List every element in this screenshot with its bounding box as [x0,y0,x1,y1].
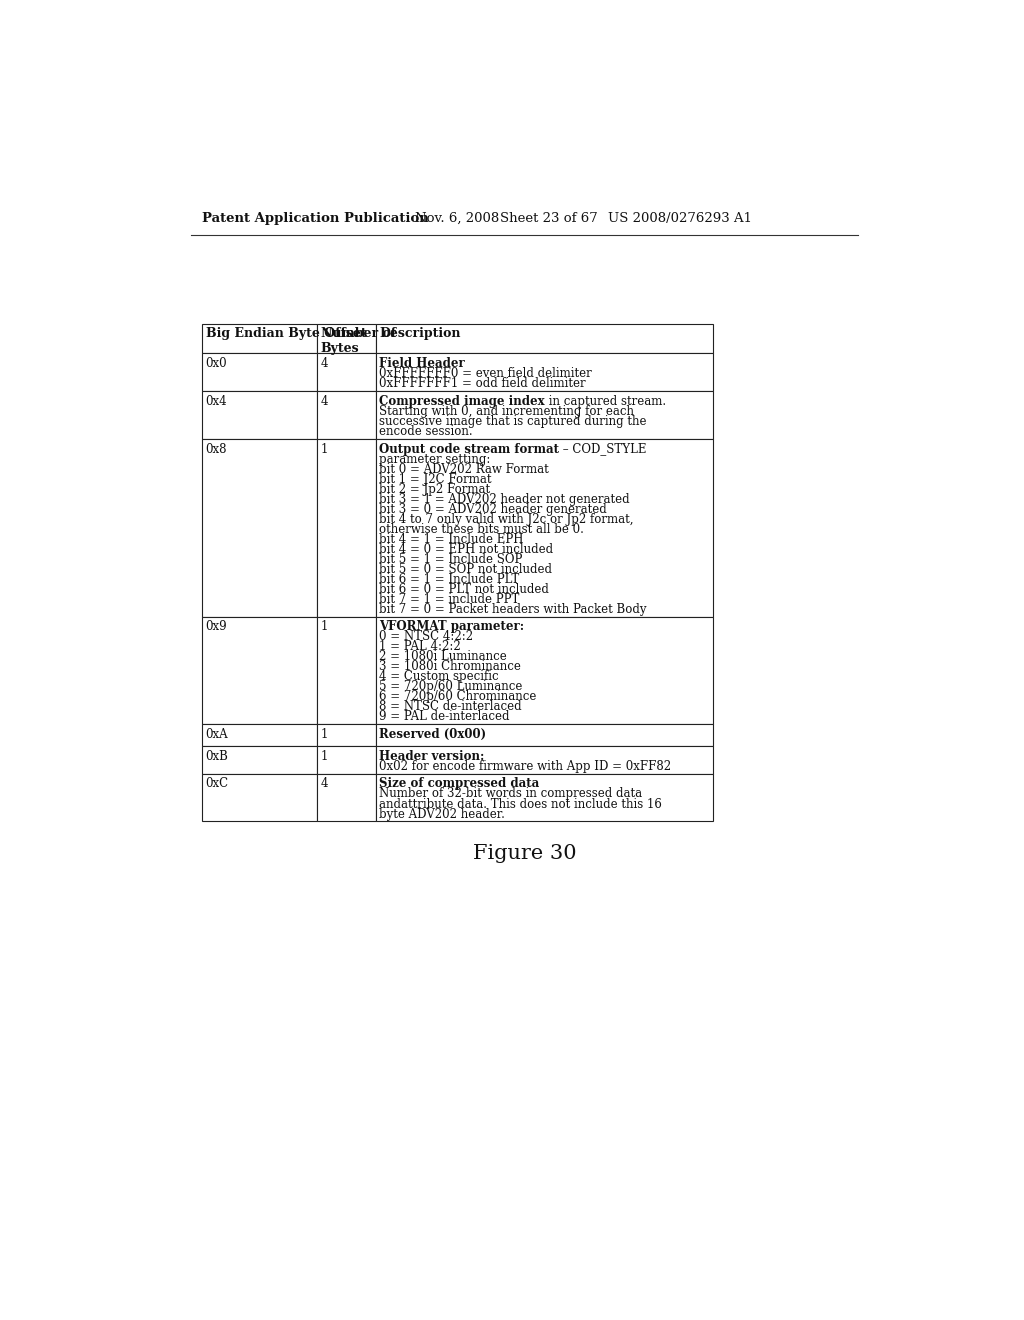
Text: otherwise these bits must all be 0.: otherwise these bits must all be 0. [380,523,585,536]
Text: 3 = 1080i Chrominance: 3 = 1080i Chrominance [380,660,521,673]
Bar [376,774,713,821]
Text: bit 3 = 0 = ADV202 header generated: bit 3 = 0 = ADV202 header generated [380,503,607,516]
Text: bit 3 = 1 = ADV202 header not generated: bit 3 = 1 = ADV202 header not generated [380,492,630,506]
Text: – COD_STYLE: – COD_STYLE [559,442,647,455]
Text: Starting with 0, and incrementing for each: Starting with 0, and incrementing for ea… [380,405,635,418]
Text: 0x8: 0x8 [206,442,227,455]
Text: Description: Description [380,327,461,341]
Text: 0x4: 0x4 [206,395,227,408]
Text: Sheet 23 of 67: Sheet 23 of 67 [500,213,598,224]
Text: Patent Application Publication: Patent Application Publication [202,213,428,224]
Text: Big Endian Byte Offset: Big Endian Byte Offset [206,327,367,341]
Bar [202,438,316,616]
Text: byte ADV202 header.: byte ADV202 header. [380,808,505,821]
Bar [376,391,713,438]
Text: VFORMAT parameter:: VFORMAT parameter: [380,620,524,634]
Text: 0xB: 0xB [206,750,228,763]
Bar [316,323,376,354]
Bar [316,725,376,746]
Text: 0xA: 0xA [206,729,228,742]
Text: 9 = PAL de-interlaced: 9 = PAL de-interlaced [380,710,510,723]
Text: 0xFFFFFFF1 = odd field delimiter: 0xFFFFFFF1 = odd field delimiter [380,378,586,391]
Text: 0x0: 0x0 [206,358,227,370]
Bar [316,774,376,821]
Text: Nov. 6, 2008: Nov. 6, 2008 [415,213,499,224]
Text: Number of
Bytes: Number of Bytes [321,327,395,355]
Bar [316,616,376,725]
Text: bit 4 = 1 = Include EPH: bit 4 = 1 = Include EPH [380,533,524,545]
Bar [316,391,376,438]
Text: 4 = Custom specific: 4 = Custom specific [380,671,499,684]
Text: 6 = 720p/60 Chrominance: 6 = 720p/60 Chrominance [380,690,537,704]
Text: 1: 1 [321,442,328,455]
Text: bit 0 = ADV202 Raw Format: bit 0 = ADV202 Raw Format [380,462,549,475]
Text: parameter setting:: parameter setting: [380,453,490,466]
Text: Size of compressed data: Size of compressed data [380,777,540,791]
Text: bit 7 = 1 = include PPT: bit 7 = 1 = include PPT [380,593,520,606]
Text: bit 5 = 1 = Include SOP: bit 5 = 1 = Include SOP [380,553,523,566]
Bar [316,438,376,616]
Bar [202,354,316,391]
Text: Output code stream format: Output code stream format [380,442,559,455]
Text: bit 6 = 0 = PLT not included: bit 6 = 0 = PLT not included [380,582,549,595]
Text: Field Header: Field Header [380,358,465,370]
Text: 4: 4 [321,395,328,408]
Bar [202,391,316,438]
Text: bit 7 = 0 = Packet headers with Packet Body: bit 7 = 0 = Packet headers with Packet B… [380,603,647,615]
Text: 1: 1 [321,750,328,763]
Text: 0xFFFFFFF0 = even field delimiter: 0xFFFFFFF0 = even field delimiter [380,367,592,380]
Text: 5 = 720p/60 Luminance: 5 = 720p/60 Luminance [380,681,523,693]
Bar [202,774,316,821]
Text: encode session.: encode session. [380,425,473,438]
Text: 1 = PAL 4:2:2: 1 = PAL 4:2:2 [380,640,461,653]
Bar [376,323,713,354]
Text: 1: 1 [321,729,328,742]
Text: bit 4 = 0 = EPH not included: bit 4 = 0 = EPH not included [380,543,554,556]
Bar [202,616,316,725]
Text: Number of 32-bit words in compressed data: Number of 32-bit words in compressed dat… [380,788,642,800]
Text: in captured stream.: in captured stream. [545,395,667,408]
Text: 0 = NTSC 4:2:2: 0 = NTSC 4:2:2 [380,631,473,643]
Bar [202,746,316,774]
Bar [376,725,713,746]
Text: andattribute data. This does not include this 16: andattribute data. This does not include… [380,797,663,810]
Text: 8 = NTSC de-interlaced: 8 = NTSC de-interlaced [380,701,522,714]
Bar [316,354,376,391]
Text: Figure 30: Figure 30 [473,845,577,863]
Text: Header version:: Header version: [380,750,484,763]
Text: 4: 4 [321,777,328,791]
Text: 2 = 1080i Luminance: 2 = 1080i Luminance [380,651,507,664]
Text: successive image that is captured during the: successive image that is captured during… [380,414,647,428]
Text: bit 2 = Jp2 Format: bit 2 = Jp2 Format [380,483,490,495]
Text: 0xC: 0xC [206,777,228,791]
Text: 1: 1 [321,620,328,634]
Bar [376,438,713,616]
Text: 0x9: 0x9 [206,620,227,634]
Bar [202,725,316,746]
Text: bit 1 = J2C Format: bit 1 = J2C Format [380,473,492,486]
Text: 0x02 for encode firmware with App ID = 0xFF82: 0x02 for encode firmware with App ID = 0… [380,760,672,772]
Text: bit 4 to 7 only valid with J2c or Jp2 format,: bit 4 to 7 only valid with J2c or Jp2 fo… [380,512,634,525]
Bar [316,746,376,774]
Text: bit 5 = 0 = SOP not included: bit 5 = 0 = SOP not included [380,562,552,576]
Bar [202,323,316,354]
Text: US 2008/0276293 A1: US 2008/0276293 A1 [608,213,753,224]
Text: Compressed image index: Compressed image index [380,395,545,408]
Text: 4: 4 [321,358,328,370]
Text: bit 6 = 1 = Include PLT: bit 6 = 1 = Include PLT [380,573,519,586]
Bar [376,746,713,774]
Text: Reserved (0x00): Reserved (0x00) [380,729,486,742]
Bar [376,616,713,725]
Bar [376,354,713,391]
